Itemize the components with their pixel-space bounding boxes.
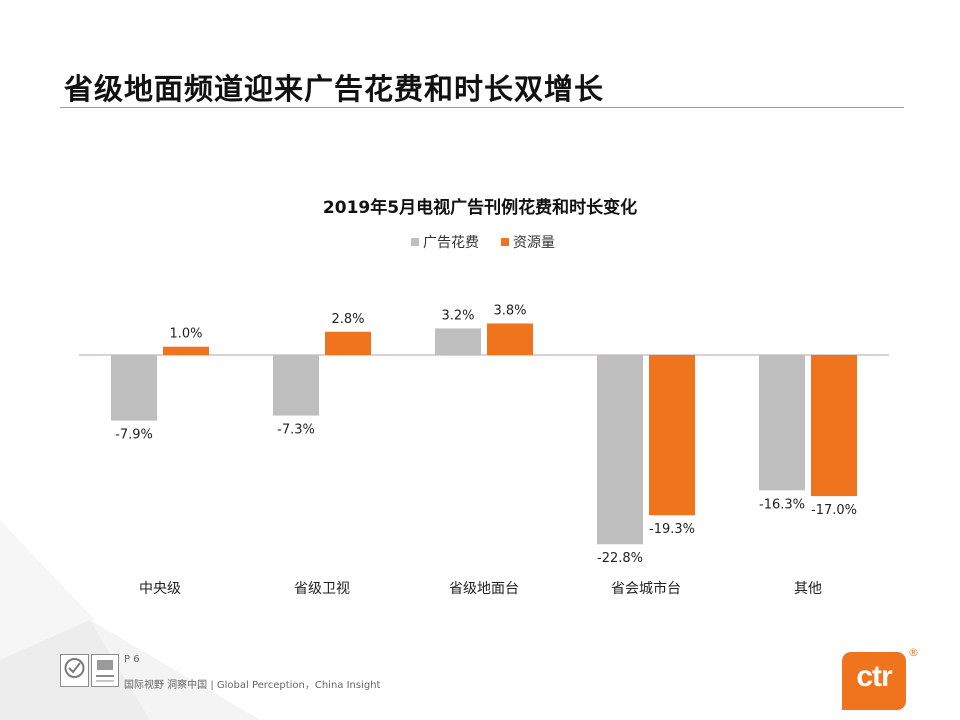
chart-title: 2019年5月电视广告刊例花费和时长变化 [323,197,637,218]
data-label-0-4: -16.3% [759,497,805,512]
category-label-0: 中央级 [139,581,181,597]
bar-1-4 [811,355,857,497]
bar-1-0 [163,346,209,355]
data-label-0-0: -7.9% [115,428,153,443]
data-label-0-3: -22.8% [597,551,643,566]
title-divider [60,107,904,108]
data-label-0-2: 3.2% [441,308,474,323]
bar-1-2 [487,323,533,355]
data-label-1-3: -19.3% [649,522,695,537]
legend-swatch-1 [501,238,509,246]
data-label-0-1: -7.3% [277,423,315,438]
footer-slogan: 国际视野 洞察中国 | Global Perception，China Insi… [124,680,381,691]
logo-text: ctr [856,660,892,693]
bars: -7.9% 1.0% 中央级 -7.3% 2.8% 省级卫视 3.2% 3.8% 省级地面台 -2… [111,303,857,597]
registered-mark: ® [908,646,919,659]
bar-0-2 [435,328,481,355]
page-title: 省级地面频道迎来广告花费和时长双增长 [64,72,605,106]
legend: 广告花费 资源量 [411,235,555,251]
bar-1-3 [649,355,695,516]
bar-0-1 [273,355,319,416]
category-label-2: 省级地面台 [449,581,519,597]
certification-badges [60,654,119,687]
data-label-1-0: 1.0% [169,327,202,342]
legend-label-1: 资源量 [513,235,555,251]
bar-1-1 [325,331,371,355]
ctr-logo: ctr [842,652,906,710]
data-label-1-4: -17.0% [811,503,857,518]
legend-swatch-0 [411,238,419,246]
category-label-3: 省会城市台 [611,580,681,597]
data-label-1-2: 3.8% [493,303,526,318]
data-label-1-1: 2.8% [331,312,364,327]
page-number: P 6 [124,654,140,665]
legend-label-0: 广告花费 [423,235,479,251]
category-label-1: 省级卫视 [294,581,350,597]
bar-0-3 [597,355,643,545]
category-label-4: 其他 [794,581,822,597]
bar-0-4 [759,355,805,491]
bar-0-0 [111,355,157,421]
